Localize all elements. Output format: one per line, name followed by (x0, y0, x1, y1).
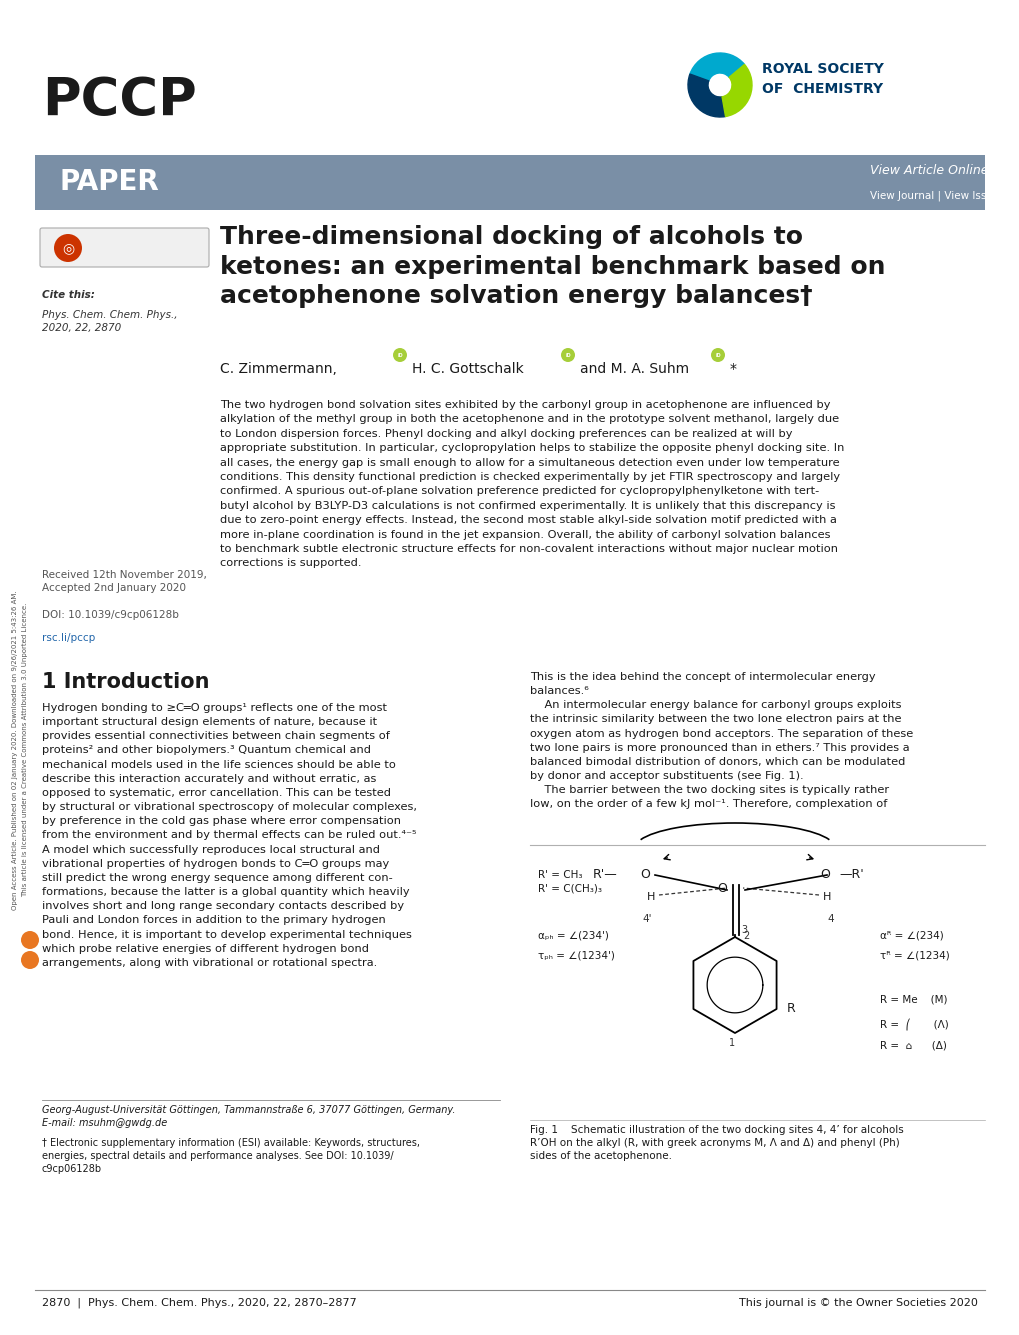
Text: ◎: ◎ (62, 242, 74, 255)
FancyBboxPatch shape (40, 228, 209, 267)
Text: iD: iD (714, 352, 720, 358)
Text: H. C. Gottschalk: H. C. Gottschalk (412, 362, 523, 376)
Text: 4: 4 (826, 914, 833, 924)
Wedge shape (689, 53, 744, 81)
Text: cc: cc (26, 937, 34, 943)
Text: Phys. Chem. Chem. Phys.,
2020, 22, 2870: Phys. Chem. Chem. Phys., 2020, 22, 2870 (42, 310, 177, 334)
Text: iD: iD (565, 352, 571, 358)
Text: R'—: R'— (592, 869, 618, 881)
Text: View Journal | View Issue: View Journal | View Issue (869, 191, 999, 202)
Text: τᴿ = ∠(1234): τᴿ = ∠(1234) (879, 951, 949, 960)
Text: τₚₕ = ∠(1234'): τₚₕ = ∠(1234') (537, 951, 614, 960)
Text: H: H (822, 892, 830, 902)
Wedge shape (721, 64, 751, 116)
Text: Cite this:: Cite this: (42, 290, 95, 300)
Text: 4': 4' (641, 914, 651, 924)
Text: R: R (786, 1003, 795, 1016)
Text: αᴿ = ∠(234): αᴿ = ∠(234) (879, 930, 943, 940)
Text: αₚₕ = ∠(234'): αₚₕ = ∠(234') (537, 930, 608, 940)
Text: 2: 2 (742, 930, 749, 941)
Text: *: * (730, 362, 737, 376)
Text: 1 Introduction: 1 Introduction (42, 672, 209, 692)
Text: Georg-August-Universität Göttingen, Tammannstraße 6, 37077 Göttingen, Germany.
E: Georg-August-Universität Göttingen, Tamm… (42, 1105, 455, 1128)
Text: Check for updates: Check for updates (90, 243, 185, 254)
Text: Fig. 1    Schematic illustration of the two docking sites 4, 4’ for alcohols
R’O: Fig. 1 Schematic illustration of the two… (530, 1125, 903, 1161)
Text: This is the idea behind the concept of intermolecular energy
balances.⁶
    An i: This is the idea behind the concept of i… (530, 672, 912, 809)
Text: † Electronic supplementary information (ESI) available: Keywords, structures,
en: † Electronic supplementary information (… (42, 1137, 420, 1173)
Text: PAPER: PAPER (60, 168, 160, 196)
Text: rsc.li/pccp: rsc.li/pccp (42, 633, 95, 643)
Circle shape (21, 951, 39, 969)
Text: O: O (819, 869, 829, 881)
Text: O: O (716, 881, 727, 894)
Text: PCCP: PCCP (42, 75, 197, 127)
Text: Three-dimensional docking of alcohols to
ketones: an experimental benchmark base: Three-dimensional docking of alcohols to… (220, 226, 884, 308)
Text: R =  ⌂      (Δ): R = ⌂ (Δ) (879, 1040, 946, 1051)
Text: View Article Online: View Article Online (869, 163, 987, 176)
Text: iD: iD (396, 352, 403, 358)
Circle shape (54, 234, 82, 262)
Text: 1: 1 (729, 1039, 735, 1048)
Circle shape (560, 348, 575, 362)
Bar (35, 155, 984, 210)
Text: —R': —R' (839, 869, 863, 881)
Text: C. Zimmermann,: C. Zimmermann, (220, 362, 336, 376)
Text: Open Access Article. Published on 02 January 2020. Downloaded on 9/26/2021 5:43:: Open Access Article. Published on 02 Jan… (12, 590, 18, 910)
Text: This journal is © the Owner Societies 2020: This journal is © the Owner Societies 20… (739, 1298, 977, 1308)
Text: R = Me    (M): R = Me (M) (879, 995, 947, 1005)
Text: O: O (639, 869, 649, 881)
Text: Hydrogen bonding to ≥C═O groups¹ reflects one of the most
important structural d: Hydrogen bonding to ≥C═O groups¹ reflect… (42, 704, 417, 968)
Text: and M. A. Suhm: and M. A. Suhm (580, 362, 689, 376)
Text: The two hydrogen bond solvation sites exhibited by the carbonyl group in acetoph: The two hydrogen bond solvation sites ex… (220, 400, 844, 569)
Text: OF  CHEMISTRY: OF CHEMISTRY (761, 81, 882, 96)
Text: R' = CH₃
R' = C(CH₃)₃: R' = CH₃ R' = C(CH₃)₃ (537, 870, 601, 893)
Text: Received 12th November 2019,
Accepted 2nd January 2020: Received 12th November 2019, Accepted 2n… (42, 570, 207, 593)
Text: This article is licensed under a Creative Commons Attribution 3.0 Unported Licen: This article is licensed under a Creativ… (22, 603, 28, 897)
Text: H: H (646, 892, 655, 902)
Circle shape (392, 348, 407, 362)
Circle shape (21, 930, 39, 949)
Circle shape (710, 348, 725, 362)
Text: 2870  |  Phys. Chem. Chem. Phys., 2020, 22, 2870–2877: 2870 | Phys. Chem. Chem. Phys., 2020, 22… (42, 1298, 357, 1308)
Wedge shape (688, 73, 725, 117)
Text: DOI: 10.1039/c9cp06128b: DOI: 10.1039/c9cp06128b (42, 610, 178, 619)
Text: 3: 3 (740, 925, 746, 934)
Text: ROYAL SOCIETY: ROYAL SOCIETY (761, 61, 883, 76)
Text: R =  ⎛       (Λ): R = ⎛ (Λ) (879, 1019, 948, 1031)
